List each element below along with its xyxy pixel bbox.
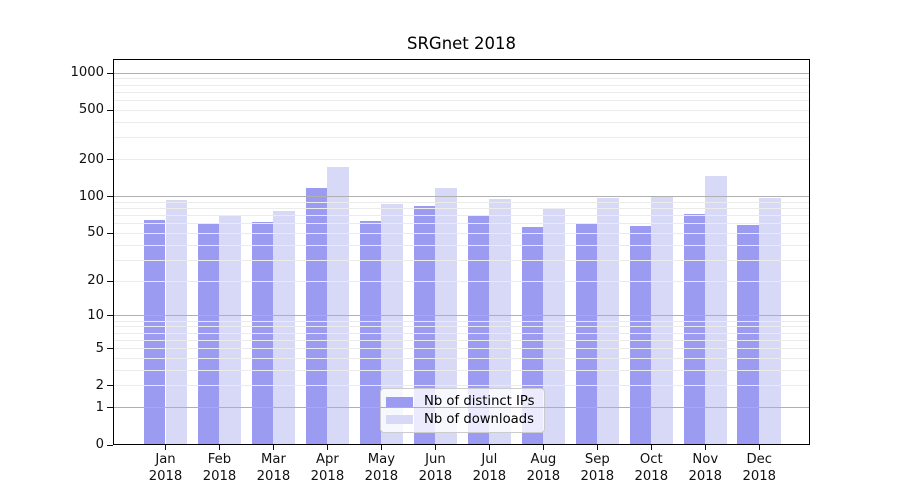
bar-distinct-ips-oct	[629, 226, 652, 445]
x-tick-mark	[650, 444, 652, 450]
x-tick-label: May 2018	[364, 452, 399, 484]
x-tick-label: Jan 2018	[148, 452, 183, 484]
y-tick-label: 10	[87, 307, 104, 323]
bar-downloads-sep	[597, 197, 620, 445]
y-tick-mark	[107, 385, 113, 387]
bar-distinct-ips-jan	[143, 220, 166, 445]
x-tick-mark	[704, 444, 706, 450]
y-tick-mark	[107, 315, 113, 317]
y-tick-label: 20	[87, 273, 104, 289]
y-tick-label: 5	[95, 340, 104, 356]
legend: Nb of distinct IPs Nb of downloads	[380, 388, 545, 434]
bar-distinct-ips-dec	[737, 224, 760, 445]
bar-downloads-oct	[651, 195, 674, 445]
y-tick-label: 1000	[70, 65, 104, 81]
x-tick-label: Jul 2018	[472, 452, 507, 484]
y-tick-mark	[107, 232, 113, 234]
bar-distinct-ips-sep	[575, 223, 598, 445]
bar-downloads-may	[381, 204, 404, 445]
bar-distinct-ips-apr	[305, 187, 328, 445]
x-tick-mark	[272, 444, 274, 450]
x-tick-mark	[218, 444, 220, 450]
legend-label-distinct-ips: Nb of distinct IPs	[424, 394, 535, 410]
x-tick-mark	[542, 444, 544, 450]
legend-swatch-distinct-ips	[386, 397, 413, 407]
chart-title: SRGnet 2018	[406, 34, 517, 53]
bar-distinct-ips-feb	[197, 222, 220, 445]
y-tick-label: 500	[78, 102, 104, 118]
legend-item-distinct-ips: Nb of distinct IPs	[386, 393, 535, 411]
bar-downloads-apr	[327, 167, 350, 445]
x-tick-mark	[596, 444, 598, 450]
bar-downloads-feb	[219, 214, 242, 445]
bar-downloads-nov	[705, 175, 728, 445]
y-tick-label: 2	[95, 377, 104, 393]
x-tick-mark	[758, 444, 760, 450]
y-tick-label: 100	[78, 188, 104, 204]
x-tick-label: Nov 2018	[688, 452, 723, 484]
bar-downloads-mar	[273, 211, 296, 445]
y-tick-label: 50	[87, 225, 104, 241]
x-tick-label: Jun 2018	[418, 452, 453, 484]
bar-distinct-ips-may	[359, 221, 382, 445]
x-tick-mark	[488, 444, 490, 450]
y-tick-mark	[107, 348, 113, 350]
y-tick-mark	[107, 72, 113, 74]
y-tick-mark	[107, 109, 113, 111]
x-tick-label: Sep 2018	[580, 452, 615, 484]
x-tick-mark	[165, 444, 166, 450]
bar-downloads-aug	[543, 208, 566, 445]
bar-distinct-ips-mar	[251, 222, 274, 445]
y-tick-mark	[107, 280, 113, 282]
y-tick-mark	[107, 196, 113, 198]
bar-downloads-jul	[489, 199, 512, 445]
x-tick-label: Feb 2018	[202, 452, 237, 484]
x-tick-label: Apr 2018	[310, 452, 345, 484]
bar-downloads-jan	[165, 200, 188, 445]
legend-label-downloads: Nb of downloads	[424, 411, 534, 427]
x-tick-label: Dec 2018	[742, 452, 777, 484]
y-tick-label: 0	[95, 437, 104, 452]
y-tick-mark	[107, 159, 113, 161]
bar-distinct-ips-jun	[413, 205, 436, 445]
x-tick-mark	[380, 444, 382, 450]
y-tick-mark	[107, 444, 113, 446]
x-tick-mark	[326, 444, 328, 450]
y-tick-mark	[107, 407, 113, 409]
legend-swatch-downloads	[386, 414, 413, 425]
x-tick-mark	[434, 444, 436, 450]
y-tick-label: 200	[78, 151, 104, 167]
plot-area	[113, 59, 810, 445]
bar-downloads-dec	[759, 197, 782, 445]
bar-distinct-ips-jul	[467, 214, 490, 445]
y-tick-label: 1	[95, 399, 104, 415]
x-tick-label: Aug 2018	[526, 452, 561, 484]
bar-distinct-ips-nov	[683, 214, 706, 445]
x-tick-label: Oct 2018	[634, 452, 669, 484]
legend-item-downloads: Nb of downloads	[386, 411, 535, 429]
x-tick-label: Mar 2018	[256, 452, 291, 484]
